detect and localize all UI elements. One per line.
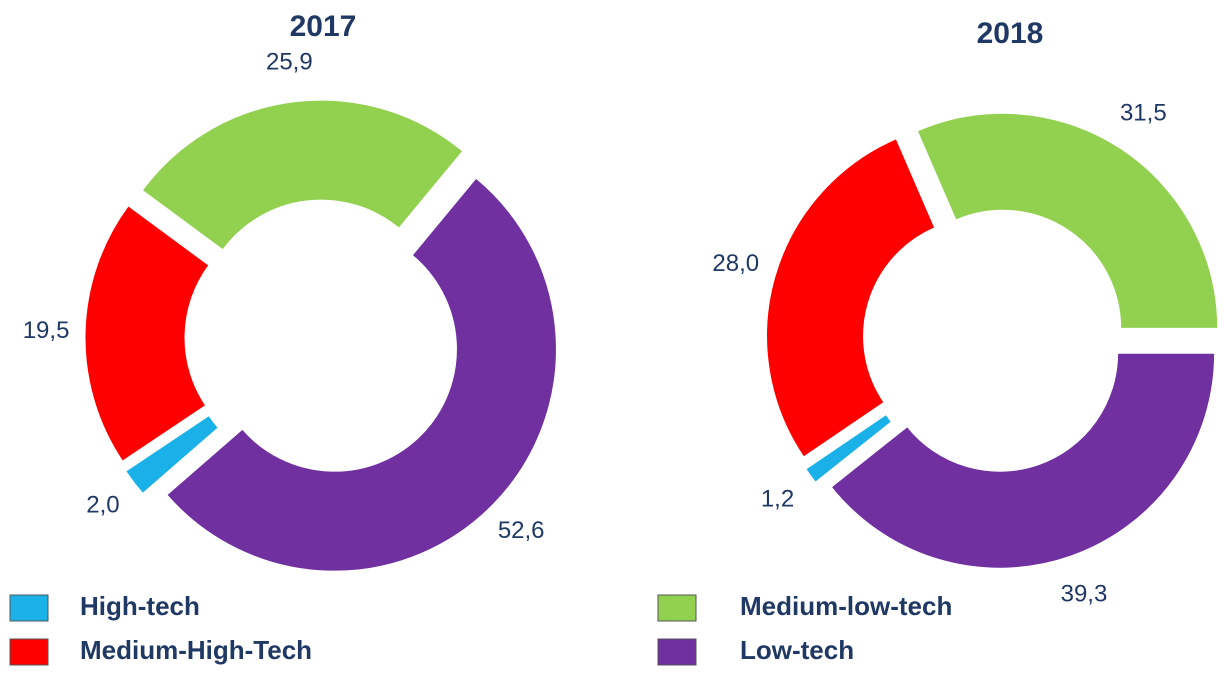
legend-label: Medium-High-Tech xyxy=(80,635,312,665)
data-label: 28,0 xyxy=(712,250,759,277)
donut-segment xyxy=(84,205,210,462)
chart-title: 2017 xyxy=(290,10,357,43)
donut-segment xyxy=(830,352,1216,569)
donut-segment xyxy=(766,138,936,458)
donut-segment xyxy=(166,177,557,572)
legend-swatch xyxy=(9,594,49,622)
legend-swatch xyxy=(657,638,697,666)
legend-label: Medium-low-tech xyxy=(740,591,952,621)
data-label: 52,6 xyxy=(498,517,545,544)
data-label: 1,2 xyxy=(761,485,794,512)
donut-segment xyxy=(141,99,464,251)
data-label: 19,5 xyxy=(23,317,70,344)
legend-label: High-tech xyxy=(80,591,200,621)
chart-title: 2018 xyxy=(977,17,1044,50)
data-label: 2,0 xyxy=(86,492,119,519)
data-label: 25,9 xyxy=(266,48,313,75)
donut-segment xyxy=(916,112,1219,329)
legend-swatch xyxy=(9,638,49,666)
data-label: 31,5 xyxy=(1120,100,1167,127)
legend-swatch xyxy=(657,594,697,622)
donut-segment xyxy=(125,414,219,495)
data-label: 39,3 xyxy=(1061,580,1108,607)
donut-segment xyxy=(805,413,893,483)
legend-label: Low-tech xyxy=(740,635,854,665)
